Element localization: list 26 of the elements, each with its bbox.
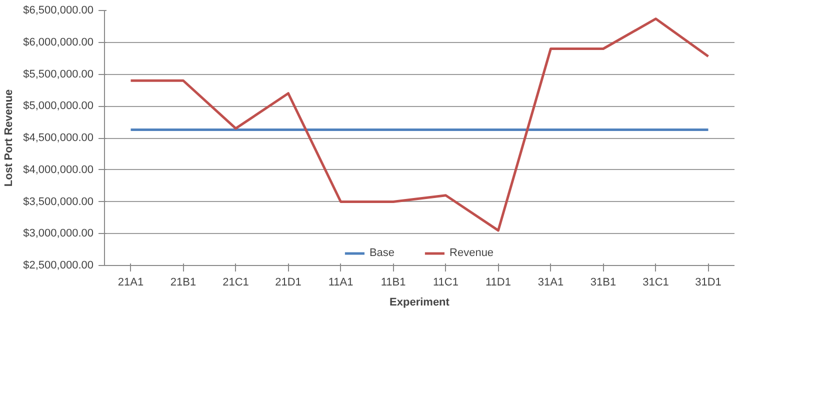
x-axis-title: Experiment	[390, 296, 450, 308]
y-tick-label: $3,500,000.00	[23, 196, 94, 208]
x-tick-label: 31C1	[642, 276, 669, 288]
legend-label: Base	[369, 247, 395, 259]
line-series	[130, 18, 710, 232]
y-axis-title: Lost Port Revenue	[3, 89, 16, 187]
x-tick-label: 11D1	[486, 276, 511, 288]
x-tick-label: 21A1	[118, 276, 144, 288]
y-tick-label: $4,500,000.00	[23, 132, 94, 144]
x-tick-label: 21C1	[222, 276, 249, 288]
x-tick-label: 21B1	[170, 276, 196, 288]
x-tick-label: 31B1	[590, 276, 616, 288]
y-tick-label: $3,000,000.00	[23, 228, 94, 240]
y-tick-label: $5,500,000.00	[23, 68, 94, 80]
legend-label: Revenue	[450, 247, 494, 259]
x-tick-label: 21D1	[275, 276, 302, 288]
x-tick-label: 11A1	[328, 276, 354, 288]
y-tick-label: $2,500,000.00	[23, 260, 94, 272]
x-tick-label: 11B1	[380, 276, 406, 288]
x-tick-label: 11C1	[433, 276, 458, 288]
y-tick-label: $5,000,000.00	[23, 100, 94, 112]
x-tick-label: 31D1	[695, 276, 722, 288]
y-tick-label: $4,000,000.00	[23, 164, 94, 176]
y-tick-label: $6,000,000.00	[23, 36, 94, 48]
y-tick-label: $6,500,000.00	[23, 4, 94, 16]
x-tick-label: 31A1	[538, 276, 564, 288]
